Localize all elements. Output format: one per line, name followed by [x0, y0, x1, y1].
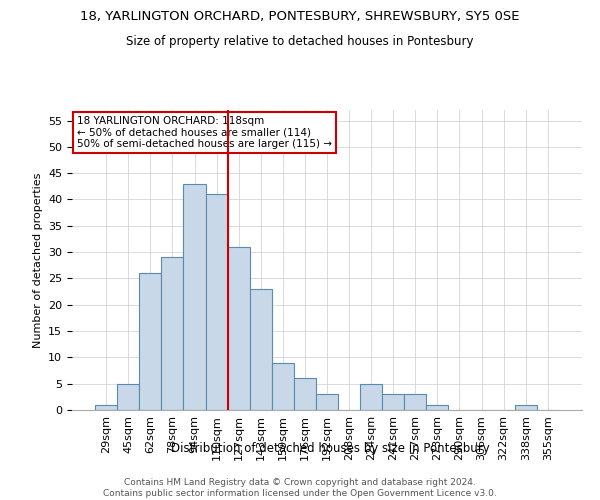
Bar [161, 258, 184, 410]
Bar [382, 394, 404, 410]
Bar [184, 184, 206, 410]
Bar [272, 362, 294, 410]
Bar [227, 247, 250, 410]
Bar [316, 394, 338, 410]
Bar [206, 194, 227, 410]
Y-axis label: Number of detached properties: Number of detached properties [32, 172, 43, 348]
Bar [139, 273, 161, 410]
Bar [515, 404, 537, 410]
Bar [95, 404, 117, 410]
Bar [250, 289, 272, 410]
Bar [360, 384, 382, 410]
Bar [117, 384, 139, 410]
Text: Size of property relative to detached houses in Pontesbury: Size of property relative to detached ho… [126, 35, 474, 48]
Bar [404, 394, 427, 410]
Bar [427, 404, 448, 410]
Text: 18, YARLINGTON ORCHARD, PONTESBURY, SHREWSBURY, SY5 0SE: 18, YARLINGTON ORCHARD, PONTESBURY, SHRE… [80, 10, 520, 23]
Text: Distribution of detached houses by size in Pontesbury: Distribution of detached houses by size … [170, 442, 490, 455]
Text: 18 YARLINGTON ORCHARD: 118sqm
← 50% of detached houses are smaller (114)
50% of : 18 YARLINGTON ORCHARD: 118sqm ← 50% of d… [77, 116, 332, 149]
Bar [294, 378, 316, 410]
Text: Contains HM Land Registry data © Crown copyright and database right 2024.
Contai: Contains HM Land Registry data © Crown c… [103, 478, 497, 498]
